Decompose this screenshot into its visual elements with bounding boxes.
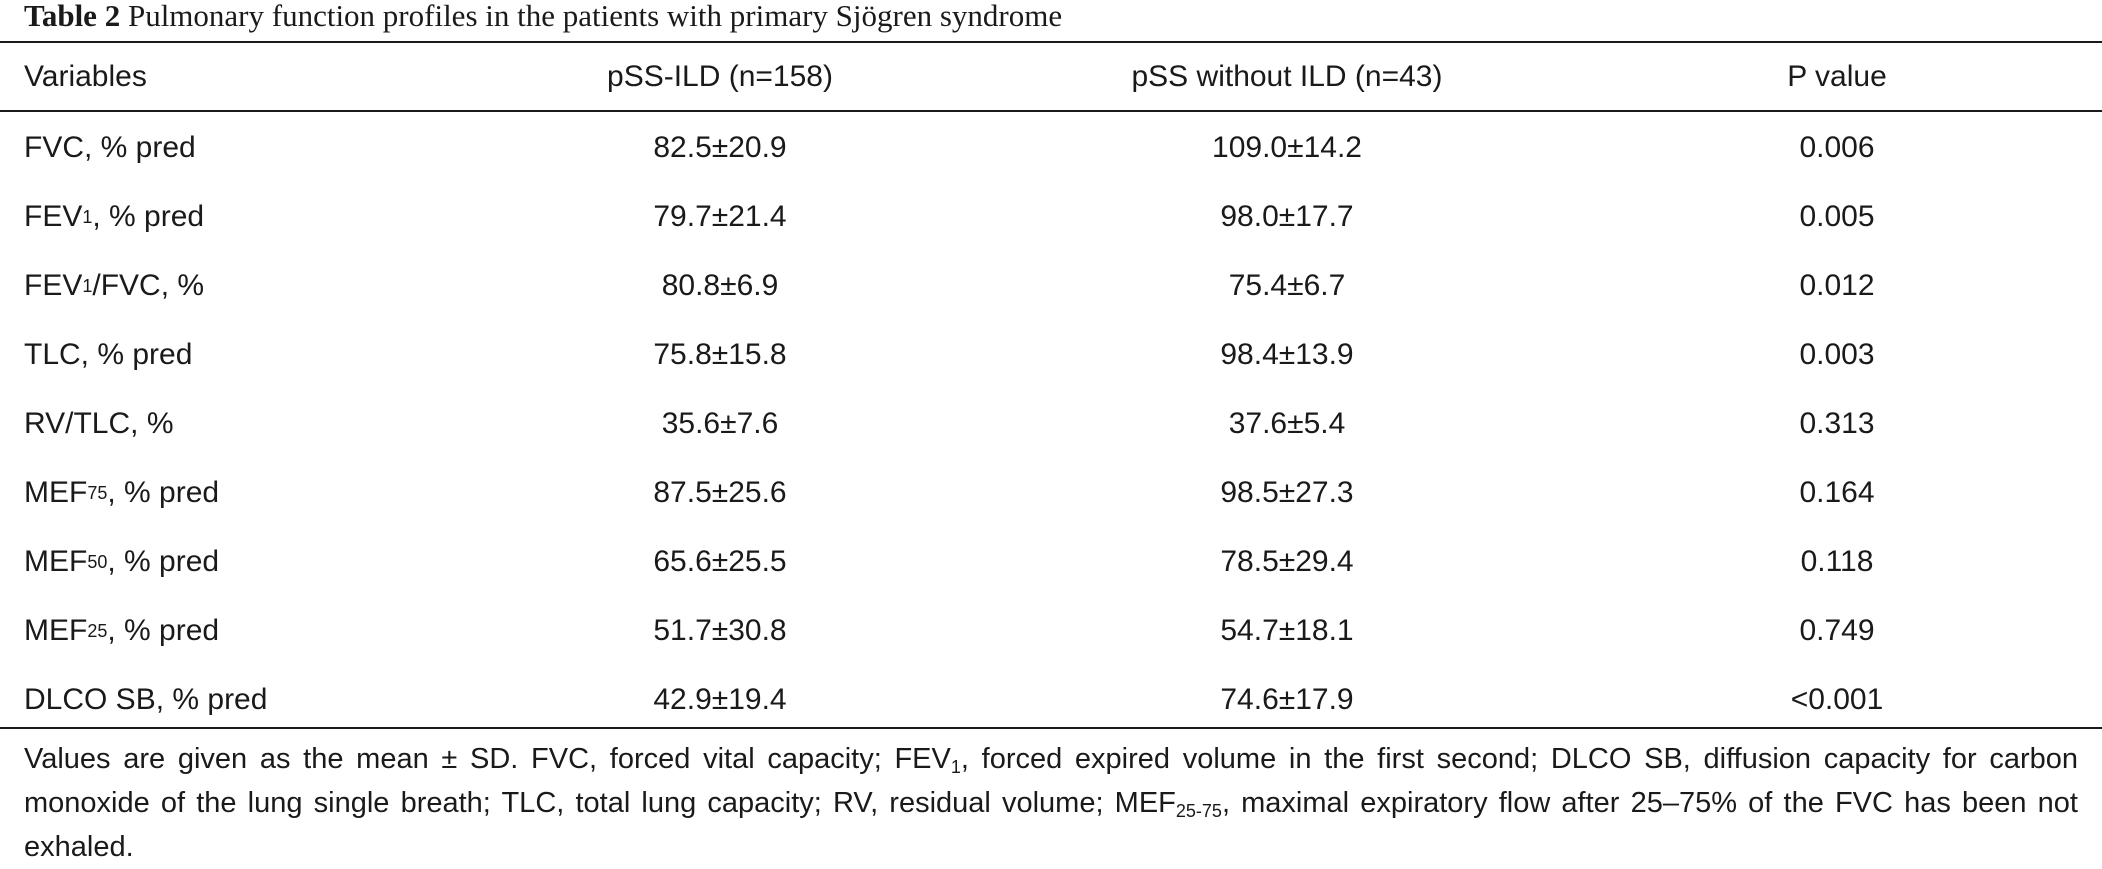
top-rule [0, 41, 2102, 43]
table-footnote: Values are given as the mean ± SD. FVC, … [24, 743, 2079, 863]
variable-cell: MEF 50, % pred [24, 544, 220, 578]
variable-cell: FEV 1, % pred [24, 199, 205, 233]
pss-without-ild-cell: 98.5±27.3 [1220, 475, 1354, 509]
pss-without-ild-cell: 109.0±14.2 [1212, 130, 1362, 164]
p-value-cell: 0.164 [1799, 475, 1875, 509]
table-row: FVC, % pred 82.5±20.9 109.0±14.2 0.006 [0, 113, 2102, 182]
table-caption: Table 2 Pulmonary function profiles in t… [24, 0, 1062, 36]
p-value-cell: 0.005 [1799, 199, 1875, 233]
pss-without-ild-cell: 98.4±13.9 [1220, 337, 1354, 371]
variable-cell: RV/TLC, % [24, 406, 174, 440]
pss-ild-cell: 79.7±21.4 [653, 199, 787, 233]
table-row: FEV 1/FVC, % 80.8±6.9 75.4±6.7 0.012 [0, 251, 2102, 320]
p-value-cell: <0.001 [1790, 682, 1884, 716]
pss-ild-cell: 80.8±6.9 [661, 268, 779, 302]
table-row: MEF 25, % pred 51.7±30.8 54.7±18.1 0.749 [0, 596, 2102, 665]
variable-cell: TLC, % pred [24, 337, 193, 371]
p-value-cell: 0.003 [1799, 337, 1875, 371]
header-rule [0, 110, 2102, 112]
p-value-cell: 0.012 [1799, 268, 1875, 302]
pss-ild-cell: 42.9±19.4 [653, 682, 787, 716]
pss-ild-cell: 35.6±7.6 [661, 406, 779, 440]
header-variables: Variables [24, 59, 147, 93]
p-value-cell: 0.749 [1799, 613, 1875, 647]
pss-ild-cell: 75.8±15.8 [653, 337, 787, 371]
p-value-cell: 0.118 [1800, 544, 1874, 578]
pss-without-ild-cell: 98.0±17.7 [1220, 199, 1354, 233]
variable-cell: MEF 25, % pred [24, 613, 220, 647]
header-pss-ild: pSS-ILD (n=158) [607, 59, 833, 93]
pss-without-ild-cell: 78.5±29.4 [1220, 544, 1354, 578]
pss-without-ild-cell: 74.6±17.9 [1220, 682, 1354, 716]
table-row: TLC, % pred 75.8±15.8 98.4±13.9 0.003 [0, 320, 2102, 389]
pss-without-ild-cell: 54.7±18.1 [1220, 613, 1354, 647]
variable-cell: FVC, % pred [24, 130, 196, 164]
header-p-value: P value [1787, 59, 1887, 93]
pss-without-ild-cell: 75.4±6.7 [1228, 268, 1346, 302]
table-row: DLCO SB, % pred 42.9±19.4 74.6±17.9 <0.0… [0, 665, 2102, 734]
table-caption-label: Table 2 [24, 0, 121, 33]
variable-cell: FEV 1/FVC, % [24, 268, 205, 302]
pss-ild-cell: 51.7±30.8 [653, 613, 787, 647]
table-row: MEF 75, % pred 87.5±25.6 98.5±27.3 0.164 [0, 458, 2102, 527]
pulmonary-function-table: Variables pSS-ILD (n=158) pSS without IL… [0, 43, 2102, 716]
table-row: RV/TLC, % 35.6±7.6 37.6±5.4 0.313 [0, 389, 2102, 458]
variable-cell: DLCO SB, % pred [24, 682, 268, 716]
table-header-row: Variables pSS-ILD (n=158) pSS without IL… [0, 43, 2102, 110]
p-value-cell: 0.006 [1799, 130, 1875, 164]
bottom-rule [0, 727, 2102, 729]
pss-ild-cell: 82.5±20.9 [653, 130, 787, 164]
header-pss-without-ild: pSS without ILD (n=43) [1131, 59, 1443, 93]
p-value-cell: 0.313 [1799, 406, 1875, 440]
pss-without-ild-cell: 37.6±5.4 [1228, 406, 1346, 440]
pss-ild-cell: 87.5±25.6 [653, 475, 787, 509]
table-body: FVC, % pred 82.5±20.9 109.0±14.2 0.006 F… [0, 113, 2102, 734]
table-row: MEF 50, % pred 65.6±25.5 78.5±29.4 0.118 [0, 527, 2102, 596]
pss-ild-cell: 65.6±25.5 [653, 544, 787, 578]
table-caption-title: Pulmonary function profiles in the patie… [127, 0, 1063, 33]
variable-cell: MEF 75, % pred [24, 475, 220, 509]
table-row: FEV 1, % pred 79.7±21.4 98.0±17.7 0.005 [0, 182, 2102, 251]
